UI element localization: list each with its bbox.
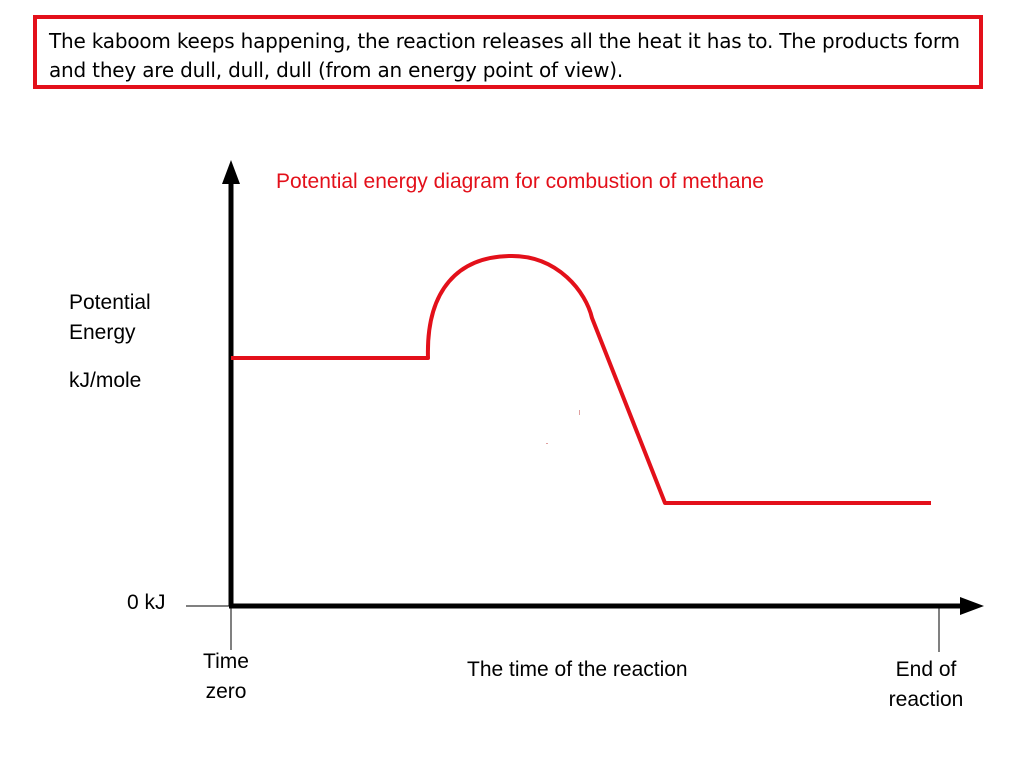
callout-box: The kaboom keeps happening, the reaction… xyxy=(33,15,983,89)
diagram-title: Potential energy diagram for combustion … xyxy=(276,170,764,193)
x-start-label-line1: Time xyxy=(203,650,249,673)
stray-mark xyxy=(546,443,548,444)
stray-mark xyxy=(579,410,580,415)
x-axis-label: The time of the reaction xyxy=(467,658,688,681)
y-axis-label-line2: Energy xyxy=(69,321,136,344)
y-axis-label-line1: Potential xyxy=(69,291,151,314)
y-axis-units: kJ/mole xyxy=(69,369,142,392)
x-axis-arrow xyxy=(960,597,984,615)
origin-label: 0 kJ xyxy=(127,591,166,614)
x-end-label-line1: End of xyxy=(895,658,957,681)
callout-text: The kaboom keeps happening, the reaction… xyxy=(49,29,960,82)
y-axis-arrow xyxy=(222,160,240,184)
x-start-label-line2: zero xyxy=(205,680,247,703)
x-end-label-line2: reaction xyxy=(888,688,964,711)
energy-curve xyxy=(231,254,931,505)
